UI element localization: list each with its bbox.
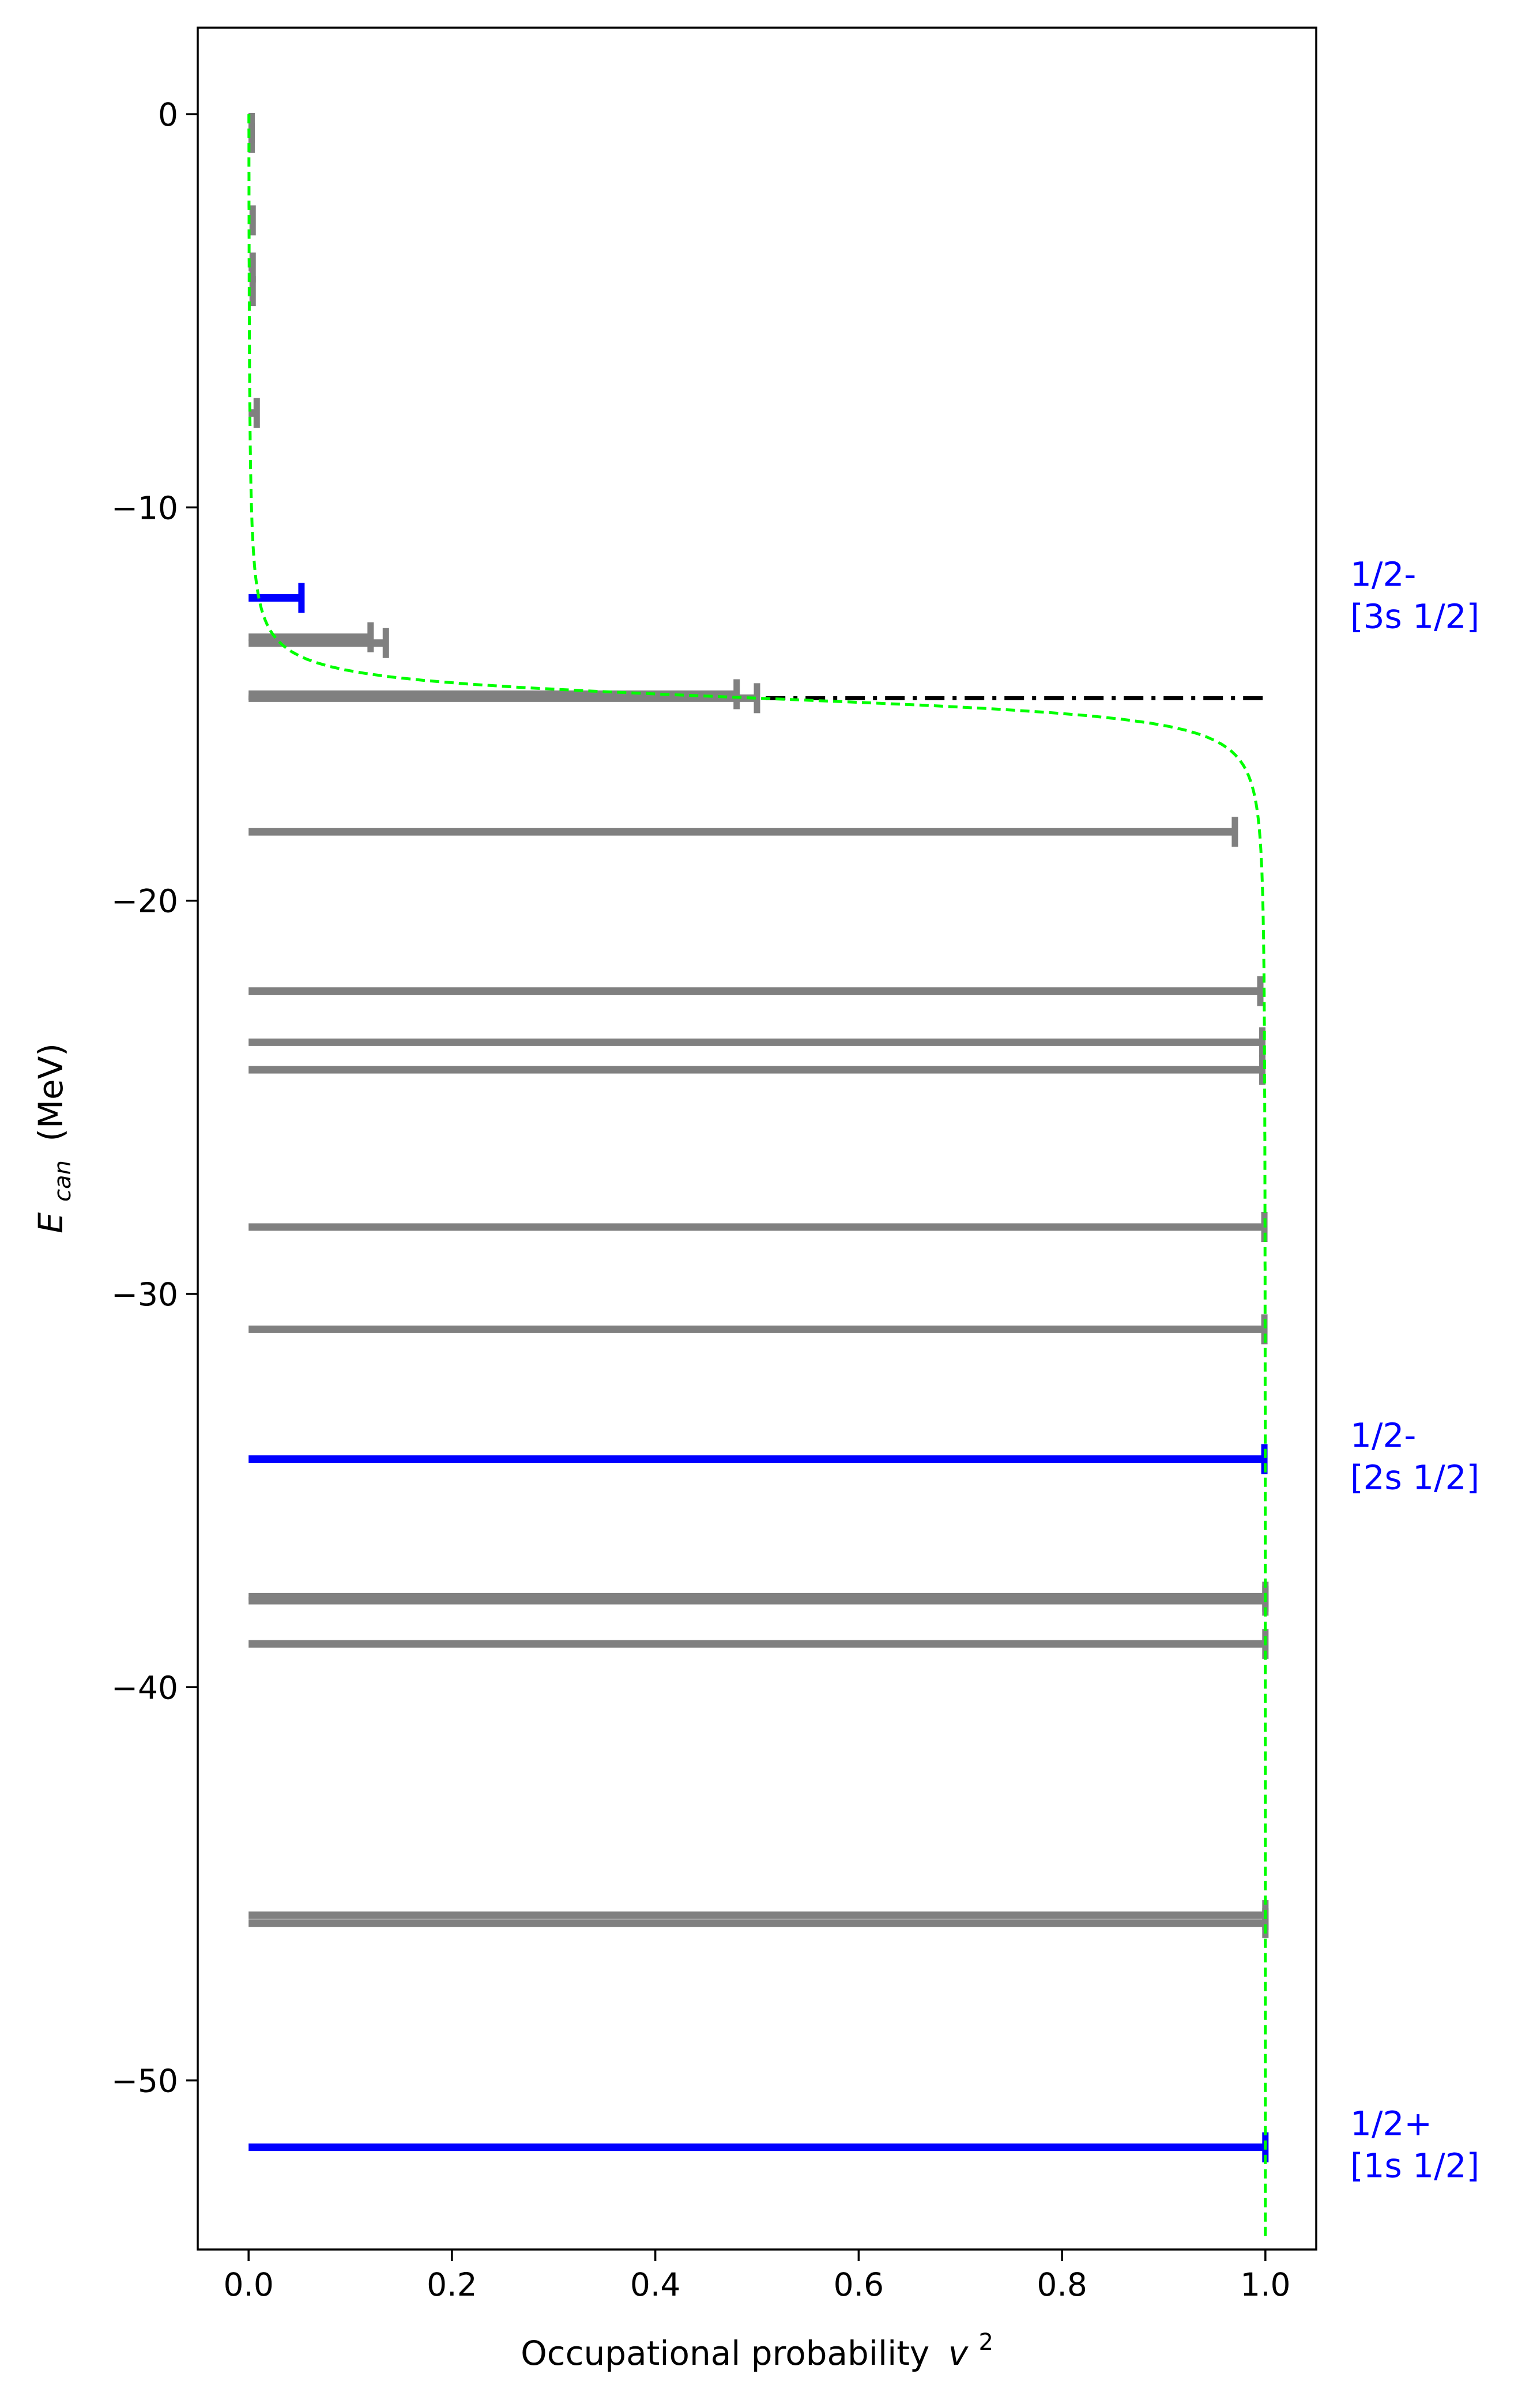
level-annotation-line2: [2s 1/2] — [1350, 1458, 1479, 1497]
x-axis-label: Occupational probability v 2 — [521, 2329, 993, 2373]
y-tick-label: 0 — [158, 96, 178, 133]
level-annotation-line1: 1/2- — [1350, 1416, 1416, 1455]
y-tick-label: −20 — [111, 883, 178, 920]
y-axis-label-subscript: can — [50, 1160, 76, 1202]
y-tick-label: −40 — [111, 1669, 178, 1706]
x-tick-label: 1.0 — [1240, 2266, 1290, 2303]
x-axis-label-symbol: v — [948, 2334, 969, 2373]
y-tick-label: −10 — [111, 489, 178, 526]
y-tick-label: −30 — [111, 1276, 178, 1313]
y-axis-label: E can (MeV) — [31, 1043, 78, 1233]
x-tick-label: 0.4 — [630, 2266, 680, 2303]
level-annotation-line1: 1/2- — [1350, 554, 1416, 594]
x-tick-label: 0.2 — [427, 2266, 477, 2303]
x-tick-label: 0.8 — [1037, 2266, 1087, 2303]
plot-frame — [197, 27, 1317, 2251]
y-axis-label-symbol: E — [31, 1212, 70, 1233]
x-tick-label: 0.0 — [223, 2266, 273, 2303]
level-annotation-line2: [1s 1/2] — [1350, 2146, 1479, 2186]
y-tick-label: −50 — [111, 2063, 178, 2100]
x-axis-label-text: Occupational probability — [521, 2334, 929, 2373]
level-annotation-line2: [3s 1/2] — [1350, 597, 1479, 636]
occupation-curve — [247, 114, 1267, 2238]
level-annotation-line1: 1/2+ — [1350, 2104, 1432, 2143]
y-axis-label-unit: (MeV) — [31, 1043, 70, 1142]
x-tick-label: 0.6 — [834, 2266, 884, 2303]
x-axis-label-exponent: 2 — [978, 2329, 993, 2356]
